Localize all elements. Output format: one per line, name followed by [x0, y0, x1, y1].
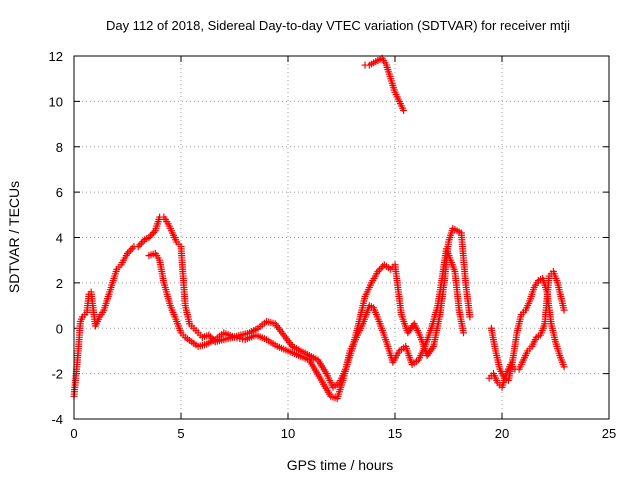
data-point — [560, 306, 568, 314]
chart-title: Day 112 of 2018, Sidereal Day-to-day VTE… — [106, 18, 570, 33]
series-high-segment — [361, 54, 408, 114]
data-point — [137, 239, 145, 247]
data-point — [145, 234, 153, 241]
data-point — [147, 232, 155, 240]
axis-ticks: 0 5 10 15 20 25 -4 -2 0 2 4 6 8 10 12 — [49, 49, 617, 441]
y-tick-label: 0 — [56, 321, 63, 336]
x-tick-label: 15 — [388, 426, 402, 441]
series-late-trace — [485, 268, 568, 391]
data-point — [136, 241, 144, 249]
data-point — [134, 243, 142, 251]
series-main-trace — [70, 213, 474, 400]
data-point — [560, 363, 568, 371]
y-tick-label: -4 — [51, 412, 63, 427]
series-lower-trace — [145, 245, 467, 403]
series-late-lower-trace — [487, 274, 568, 384]
x-tick-label: 0 — [70, 426, 77, 441]
y-axis-label: SDTVAR / TECUs — [6, 181, 22, 293]
data-point — [374, 268, 382, 276]
data-point — [139, 237, 147, 245]
data-point — [148, 230, 156, 238]
grid — [74, 56, 609, 419]
data-point — [205, 331, 213, 339]
data-point — [125, 248, 133, 256]
x-axis-label: GPS time / hours — [287, 457, 394, 473]
y-tick-label: 10 — [49, 94, 63, 109]
data-point — [128, 244, 136, 252]
y-tick-label: -2 — [51, 367, 63, 382]
data-point — [375, 266, 383, 274]
data-point — [124, 249, 131, 257]
data-point — [150, 228, 158, 236]
y-tick-label: 6 — [56, 185, 63, 200]
data-point — [127, 246, 135, 254]
data-point — [466, 313, 474, 321]
y-tick-label: 4 — [56, 231, 63, 246]
data-point — [377, 264, 385, 272]
data-point — [459, 329, 467, 337]
x-tick-label: 10 — [281, 426, 295, 441]
data-points — [70, 54, 568, 403]
x-tick-label: 5 — [177, 426, 184, 441]
x-tick-label: 20 — [495, 426, 509, 441]
y-tick-label: 2 — [56, 276, 63, 291]
y-tick-label: 12 — [49, 49, 63, 64]
y-tick-label: 8 — [56, 140, 63, 155]
x-tick-label: 25 — [602, 426, 616, 441]
plot-frame — [73, 55, 610, 420]
data-point — [400, 106, 408, 114]
